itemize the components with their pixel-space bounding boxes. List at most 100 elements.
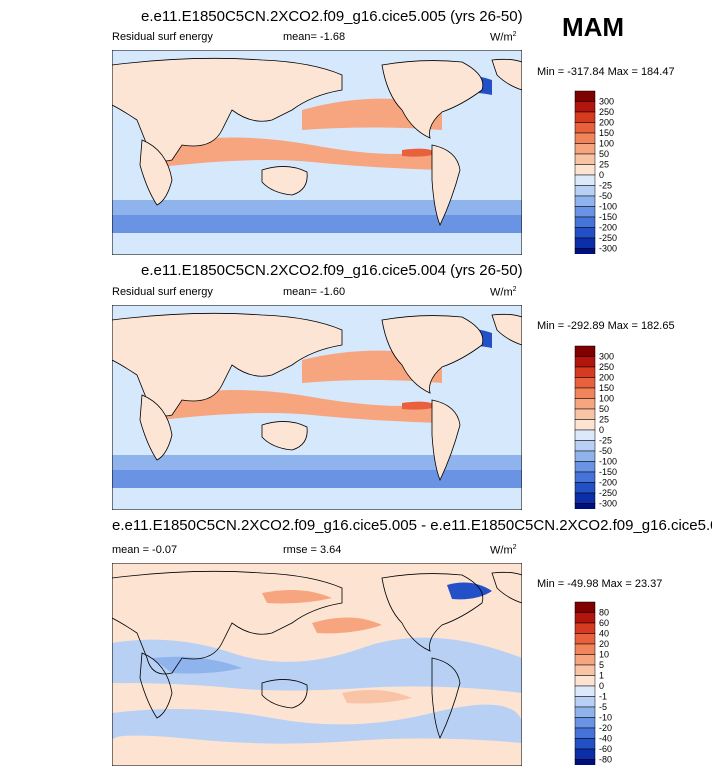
colorbar-swatch bbox=[574, 601, 596, 613]
panel2-units-exp: 2 bbox=[512, 286, 517, 293]
panel2-europe-east bbox=[491, 313, 522, 346]
colorbar-tick-label: -300 bbox=[599, 499, 617, 509]
colorbar-swatch bbox=[574, 387, 596, 399]
colorbar-tick-label: -25 bbox=[599, 436, 612, 446]
panel1-southern-band-strong bbox=[112, 215, 522, 237]
colorbar-tick-label: 300 bbox=[599, 352, 614, 362]
panel3-red-patch1 bbox=[312, 617, 382, 634]
colorbar-swatch bbox=[574, 461, 596, 473]
colorbar-tick-label: 150 bbox=[599, 383, 614, 393]
colorbar-tick-label: -300 bbox=[599, 244, 617, 254]
colorbar-swatch bbox=[574, 471, 596, 483]
panel2-africa-south bbox=[139, 394, 173, 461]
colorbar-swatch bbox=[574, 366, 596, 378]
colorbar-tick-label: -80 bbox=[599, 755, 612, 765]
colorbar-tick-label: -150 bbox=[599, 467, 617, 477]
colorbar-swatch bbox=[574, 482, 596, 494]
panel1-south-america bbox=[431, 144, 461, 226]
colorbar-tick-label: 1 bbox=[599, 671, 604, 681]
colorbar-tick-label: -40 bbox=[599, 734, 612, 744]
panel3-units-exp: 2 bbox=[512, 544, 517, 551]
panel2-south-america bbox=[431, 399, 461, 481]
panel1-antarctic-ocean bbox=[112, 233, 522, 255]
panel3-units-text: W/m bbox=[490, 544, 513, 557]
colorbar-tick-label: 25 bbox=[599, 160, 609, 170]
panel1-variable-label: Residual surf energy bbox=[112, 31, 213, 43]
colorbar-tick-label: 50 bbox=[599, 149, 609, 159]
colorbar-tick-label: 300 bbox=[599, 97, 614, 107]
panel1-minmax: Min = -317.84 Max = 184.47 bbox=[537, 66, 675, 78]
colorbar-swatch bbox=[574, 440, 596, 452]
panel3-blue-band1 bbox=[112, 637, 522, 693]
colorbar-swatch bbox=[574, 164, 596, 176]
colorbar-tick-label: 10 bbox=[599, 650, 609, 660]
colorbar-tick-label: -250 bbox=[599, 233, 617, 243]
colorbar-tick-label: 0 bbox=[599, 681, 604, 691]
colorbar-tick-label: 100 bbox=[599, 139, 614, 149]
colorbar-swatch bbox=[574, 195, 596, 207]
panel1-map bbox=[112, 50, 522, 255]
panel2-southern-band-strong bbox=[112, 470, 522, 492]
panel1-australia bbox=[261, 166, 308, 196]
colorbar-swatch bbox=[574, 419, 596, 431]
colorbar-tick-label: 40 bbox=[599, 629, 609, 639]
panel2-north-america bbox=[381, 315, 484, 394]
colorbar-swatch bbox=[574, 727, 596, 739]
colorbar-tick-label: 5 bbox=[599, 660, 604, 670]
colorbar-tick-label: 0 bbox=[599, 425, 604, 435]
colorbar-swatch bbox=[574, 132, 596, 144]
colorbar-tick-label: -100 bbox=[599, 457, 617, 467]
colorbar-swatch bbox=[574, 408, 596, 420]
panel2-antarctic-ocean bbox=[112, 488, 522, 510]
colorbar-tick-label: -250 bbox=[599, 488, 617, 498]
panel3-title: e.e11.E1850C5CN.2XCO2.f09_g16.cice5.005 … bbox=[112, 517, 712, 534]
colorbar-tick-label: -100 bbox=[599, 202, 617, 212]
colorbar-swatch bbox=[574, 759, 596, 765]
colorbar-swatch bbox=[574, 492, 596, 504]
colorbar-swatch bbox=[574, 143, 596, 155]
colorbar-tick-label: 150 bbox=[599, 128, 614, 138]
panel3-eurasia-africa bbox=[112, 570, 343, 675]
panel3-africa-south bbox=[139, 652, 173, 719]
colorbar-swatch bbox=[574, 185, 596, 197]
panel3-south-america bbox=[431, 657, 461, 739]
colorbar-tick-label: -20 bbox=[599, 723, 612, 733]
panel2-map bbox=[112, 305, 522, 510]
colorbar-tick-label: 250 bbox=[599, 362, 614, 372]
panel3-red-patch3 bbox=[342, 689, 412, 704]
panel2-variable-label: Residual surf energy bbox=[112, 286, 213, 298]
colorbar-swatch bbox=[574, 706, 596, 718]
panel1-colorbar: 30025020015010050250-25-50-100-150-200-2… bbox=[574, 90, 617, 254]
panel2-title: e.e11.E1850C5CN.2XCO2.f09_g16.cice5.004 … bbox=[141, 262, 523, 279]
panel1-tropical-band bbox=[152, 137, 442, 170]
colorbar-swatch bbox=[574, 738, 596, 750]
colorbar-tick-label: -150 bbox=[599, 212, 617, 222]
colorbar-tick-label: 200 bbox=[599, 118, 614, 128]
colorbar-swatch bbox=[574, 398, 596, 410]
panel1-units: W/m2 bbox=[490, 31, 517, 44]
colorbar-swatch bbox=[574, 503, 596, 509]
panel1-eq-pacific-strong bbox=[402, 148, 437, 157]
panel2-tropical-band bbox=[152, 390, 442, 423]
panel1-units-text: W/m bbox=[490, 31, 513, 44]
colorbar-swatch bbox=[574, 153, 596, 165]
colorbar-tick-label: -5 bbox=[599, 702, 607, 712]
panel2-australia bbox=[261, 421, 308, 451]
colorbar-tick-label: -200 bbox=[599, 478, 617, 488]
colorbar-tick-label: 60 bbox=[599, 618, 609, 628]
colorbar-swatch bbox=[574, 622, 596, 634]
colorbar-swatch bbox=[574, 122, 596, 134]
colorbar-swatch bbox=[574, 675, 596, 687]
colorbar-swatch bbox=[574, 248, 596, 254]
colorbar-swatch bbox=[574, 450, 596, 462]
panel1-africa-south bbox=[139, 139, 173, 206]
panel2-colorbar: 30025020015010050250-25-50-100-150-200-2… bbox=[574, 345, 617, 509]
panel3-australia bbox=[261, 679, 308, 709]
colorbar-swatch bbox=[574, 685, 596, 697]
panel3-blue-band2 bbox=[112, 704, 522, 744]
colorbar-swatch bbox=[574, 717, 596, 729]
colorbar-swatch bbox=[574, 174, 596, 186]
colorbar-tick-label: 20 bbox=[599, 639, 609, 649]
colorbar-swatch bbox=[574, 356, 596, 368]
